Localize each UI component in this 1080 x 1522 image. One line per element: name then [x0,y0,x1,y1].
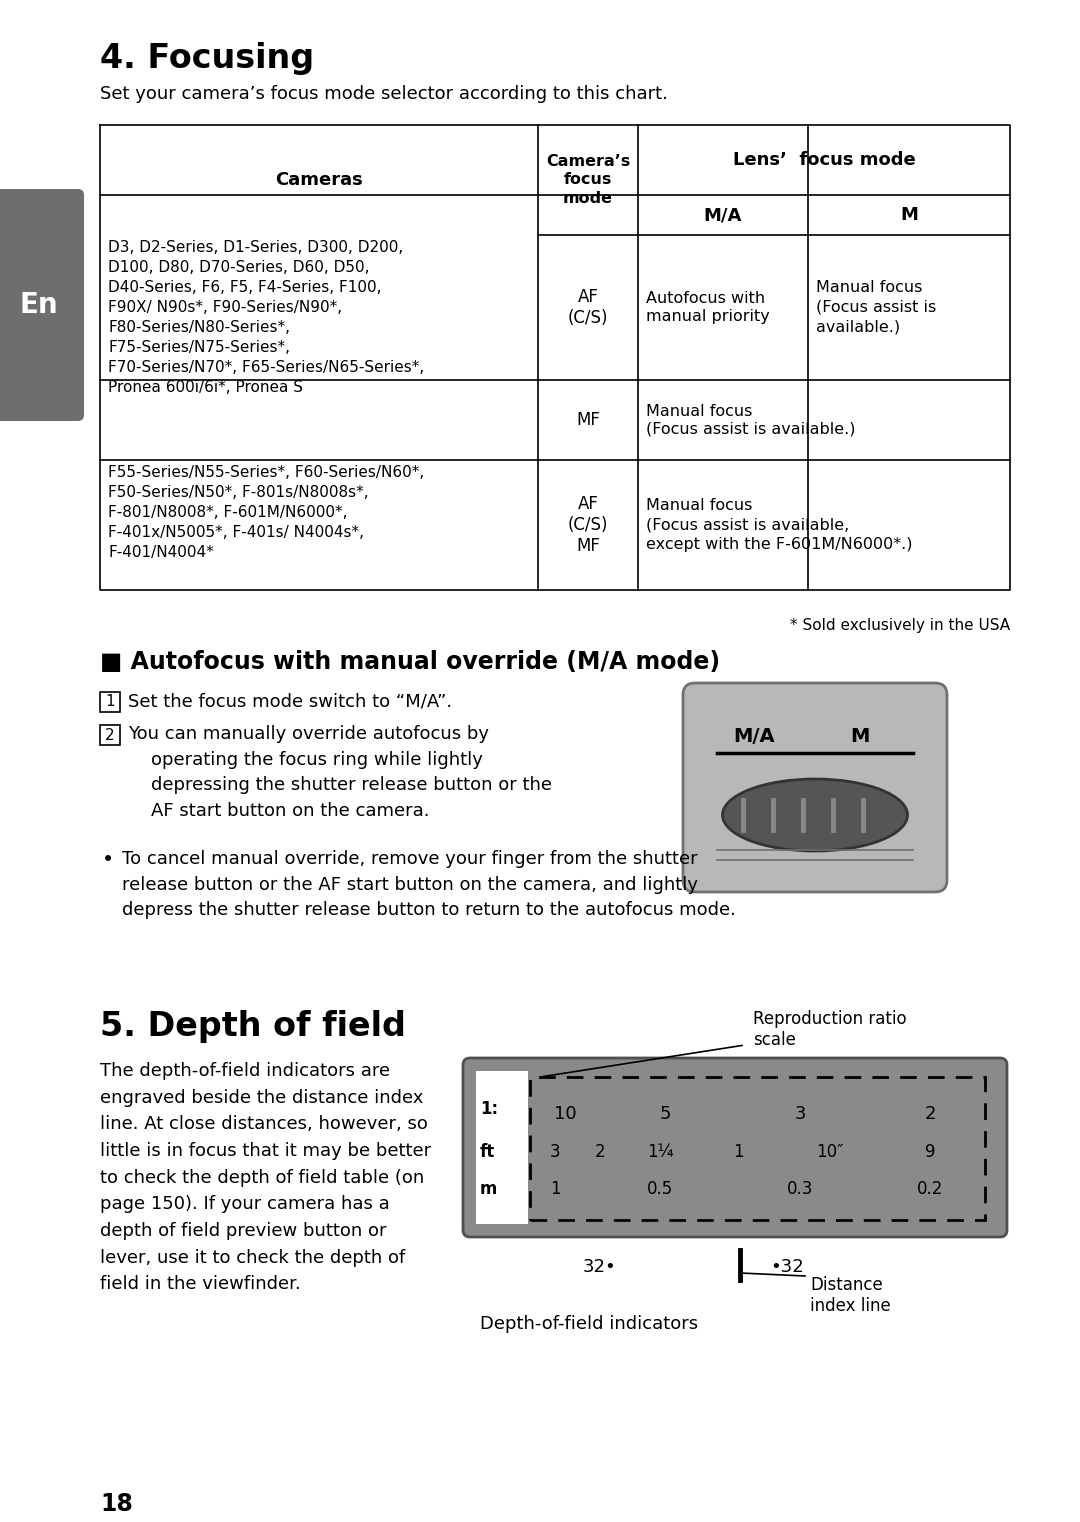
Text: 0.2: 0.2 [917,1180,943,1198]
Text: En: En [19,291,58,320]
Ellipse shape [723,779,907,851]
Text: Reproduction ratio
scale: Reproduction ratio scale [753,1011,906,1049]
Text: M/A: M/A [733,728,774,746]
Bar [530,1078,985,1221]
Text: The depth-of-field indicators are
engraved beside the distance index
line. At cl: The depth-of-field indicators are engrav… [100,1062,431,1294]
Text: To cancel manual override, remove your finger from the shutter
release button or: To cancel manual override, remove your f… [122,849,735,919]
Text: 2: 2 [105,728,114,743]
Text: 9: 9 [924,1143,935,1161]
Text: 5: 5 [659,1105,671,1123]
Text: 4. Focusing: 4. Focusing [100,43,314,75]
Text: 2: 2 [924,1105,935,1123]
Text: Set your camera’s focus mode selector according to this chart.: Set your camera’s focus mode selector ac… [100,85,667,103]
Bar [476,1071,528,1224]
Text: D3, D2-Series, D1-Series, D300, D200,
D100, D80, D70-Series, D60, D50,
D40-Serie: D3, D2-Series, D1-Series, D300, D200, D1… [108,240,424,396]
Text: 1:: 1: [480,1100,498,1119]
Text: You can manually override autofocus by
    operating the focus ring while lightl: You can manually override autofocus by o… [129,724,552,820]
Text: 3: 3 [550,1143,561,1161]
Text: Manual focus
(Focus assist is available.): Manual focus (Focus assist is available.… [646,403,855,437]
Text: 2: 2 [595,1143,605,1161]
Text: •: • [102,849,114,871]
Text: 1: 1 [732,1143,743,1161]
Text: Cameras: Cameras [275,170,363,189]
Text: Autofocus with
manual priority: Autofocus with manual priority [646,291,770,324]
Text: 5. Depth of field: 5. Depth of field [100,1011,406,1043]
Text: Camera’s
focus
mode: Camera’s focus mode [545,154,630,205]
Text: M: M [900,205,918,224]
Text: 3: 3 [794,1105,806,1123]
Text: 10: 10 [554,1105,577,1123]
Text: Depth-of-field indicators: Depth-of-field indicators [480,1315,698,1333]
Text: * Sold exclusively in the USA: * Sold exclusively in the USA [789,618,1010,633]
Text: AF
(C/S)
MF: AF (C/S) MF [568,495,608,556]
Text: AF
(C/S): AF (C/S) [568,288,608,327]
Bar [100,693,120,712]
Text: 32•: 32• [583,1259,617,1275]
Text: Lens’  focus mode: Lens’ focus mode [732,151,916,169]
Text: M: M [850,728,869,746]
Text: 0.3: 0.3 [787,1180,813,1198]
Text: 1¼: 1¼ [647,1143,673,1161]
Text: ■ Autofocus with manual override (M/A mode): ■ Autofocus with manual override (M/A mo… [100,650,720,674]
Bar [100,724,120,744]
Text: 10″: 10″ [816,1143,843,1161]
Text: Set the focus mode switch to “M/A”.: Set the focus mode switch to “M/A”. [129,693,453,709]
Text: m: m [480,1180,498,1198]
Text: Distance
index line: Distance index line [810,1275,891,1315]
Text: MF: MF [576,411,599,429]
Text: ft: ft [480,1143,496,1161]
FancyBboxPatch shape [463,1058,1007,1237]
Text: Manual focus
(Focus assist is available,
except with the F-601M/N6000*.): Manual focus (Focus assist is available,… [646,498,913,552]
Text: 1: 1 [550,1180,561,1198]
Text: 1: 1 [105,694,114,709]
FancyBboxPatch shape [0,189,84,422]
Text: 0.5: 0.5 [647,1180,673,1198]
Text: F55-Series/N55-Series*, F60-Series/N60*,
F50-Series/N50*, F-801s/N8008s*,
F-801/: F55-Series/N55-Series*, F60-Series/N60*,… [108,466,424,560]
Text: Manual focus
(Focus assist is
available.): Manual focus (Focus assist is available.… [816,280,936,335]
Text: M/A: M/A [704,205,742,224]
Text: •32: •32 [770,1259,804,1275]
FancyBboxPatch shape [683,683,947,892]
Text: 18: 18 [100,1492,133,1516]
